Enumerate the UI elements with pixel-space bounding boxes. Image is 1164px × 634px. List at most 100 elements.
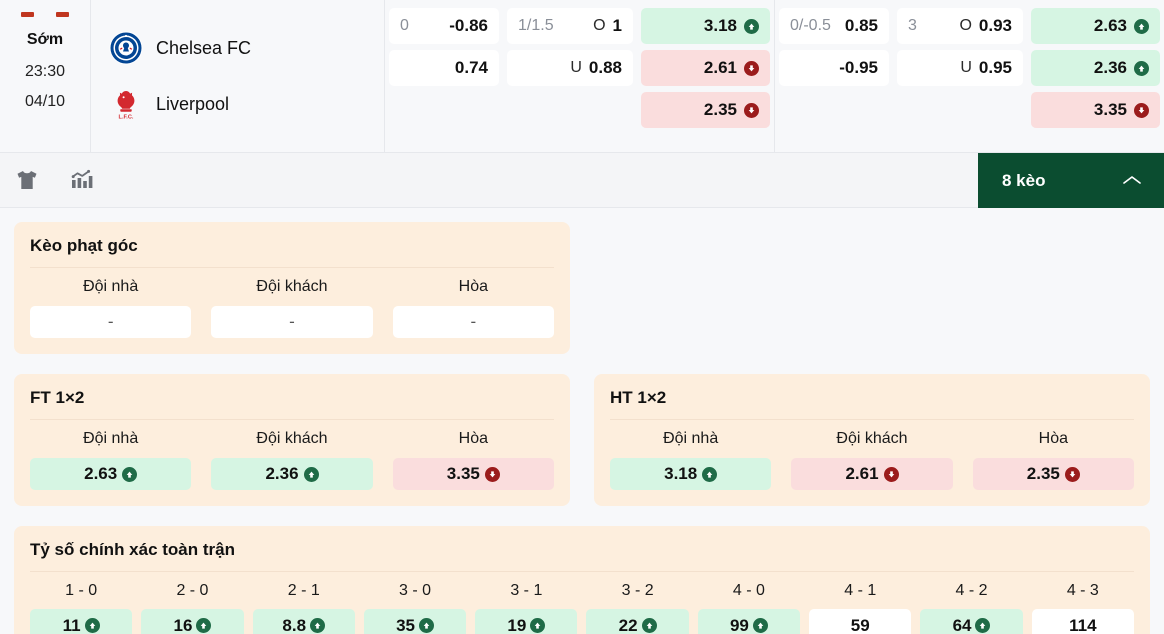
correct-score-title: Tỷ số chính xác toàn trận bbox=[30, 540, 1134, 572]
away-team-name: Liverpool bbox=[156, 93, 230, 114]
onextwo-away-cell-1[interactable]: 2.61 bbox=[641, 50, 770, 86]
corner-home-value[interactable]: - bbox=[30, 306, 192, 338]
ft-away-value-box[interactable]: 2.36 bbox=[211, 458, 373, 490]
under-cell-1[interactable]: U 0.88 bbox=[507, 50, 633, 86]
arrow-up-icon bbox=[744, 18, 759, 34]
match-toolbar: 8 kèo bbox=[0, 153, 1164, 208]
ft-draw-value-box[interactable]: 3.35 bbox=[392, 458, 554, 490]
odds-group-2: 0/-0.5 0.85 -0.95 3 O 0.93 U 0.95 2.63 bbox=[775, 0, 1164, 152]
match-header: Sớm 23:30 04/10 Chelsea FC bbox=[0, 0, 1164, 153]
arrow-up-icon bbox=[641, 618, 657, 633]
arrow-up-icon bbox=[196, 618, 212, 633]
under-side-label-1: U bbox=[570, 59, 582, 76]
ht-draw-value-box[interactable]: 2.35 bbox=[972, 458, 1134, 490]
handicap-home-cell-1[interactable]: 0 -0.86 bbox=[389, 8, 499, 44]
bets-count-label: 8 kèo bbox=[1002, 170, 1046, 190]
correct-score-odds-box[interactable]: 8.8 bbox=[252, 609, 355, 634]
corner-draw-value[interactable]: - bbox=[392, 306, 554, 338]
arrow-down-icon bbox=[883, 466, 899, 482]
bets-count-toggle[interactable]: 8 kèo bbox=[978, 153, 1164, 208]
correct-score-item: 4 - 0 99 bbox=[697, 582, 801, 634]
onextwo-away-cell-2[interactable]: 2.36 bbox=[1031, 50, 1160, 86]
arrow-up-icon bbox=[1134, 60, 1149, 76]
correct-score-odds-box[interactable]: 35 bbox=[363, 609, 467, 634]
correct-score-item: 4 - 1 59 bbox=[809, 582, 912, 634]
corner-market-card: Kèo phạt góc Đội nhà - Đội khách - Hòa - bbox=[14, 222, 570, 354]
ht-away-value-box[interactable]: 2.61 bbox=[791, 458, 953, 490]
onextwo-column-1: 3.18 2.61 2.35 bbox=[637, 8, 774, 144]
onextwo-home-cell-2[interactable]: 2.63 bbox=[1031, 8, 1160, 44]
under-value-1: 0.88 bbox=[588, 58, 622, 77]
onextwo-home-cell-1[interactable]: 3.18 bbox=[641, 8, 770, 44]
ht-home-value: 3.18 bbox=[664, 464, 698, 483]
corner-card-title: Kèo phạt góc bbox=[30, 236, 554, 268]
correct-score-odds-value: 11 bbox=[62, 615, 81, 634]
ft-home-value-box[interactable]: 2.63 bbox=[30, 458, 192, 490]
stats-chart-icon[interactable] bbox=[70, 167, 96, 193]
correct-score-label: 3 - 0 bbox=[399, 582, 432, 599]
correct-score-odds-box[interactable]: 22 bbox=[586, 609, 689, 634]
arrow-up-icon bbox=[530, 618, 546, 633]
arrow-down-icon bbox=[1134, 102, 1149, 118]
correct-score-odds-value: 8.8 bbox=[282, 615, 307, 634]
away-team-row[interactable]: L.F.C. Liverpool bbox=[109, 87, 384, 121]
correct-score-odds-value: 22 bbox=[618, 615, 638, 634]
home-score-dash bbox=[21, 12, 34, 17]
handicap-away-cell-2[interactable]: -0.95 bbox=[779, 50, 889, 86]
over-cell-1[interactable]: 1/1.5 O 1 bbox=[507, 8, 633, 44]
ft-away-label: Đội khách bbox=[256, 430, 328, 447]
corner-draw-column: Hòa - bbox=[392, 278, 554, 338]
correct-score-item: 2 - 1 8.8 bbox=[252, 582, 355, 634]
correct-score-label: 2 - 0 bbox=[176, 582, 209, 599]
onextwo-draw-cell-1[interactable]: 2.35 bbox=[641, 92, 770, 128]
onextwo-draw-value-1: 2.35 bbox=[703, 100, 737, 119]
match-status-column: Sớm 23:30 04/10 bbox=[0, 0, 91, 152]
match-time: 23:30 bbox=[24, 63, 66, 80]
onextwo-draw-cell-2[interactable]: 3.35 bbox=[1031, 92, 1160, 128]
ht-card-title: HT 1×2 bbox=[610, 388, 1134, 420]
correct-score-odds-box[interactable]: 19 bbox=[475, 609, 578, 634]
over-cell-2[interactable]: 3 O 0.93 bbox=[897, 8, 1023, 44]
correct-score-odds-box[interactable]: 114 bbox=[1031, 609, 1134, 634]
away-score-dash bbox=[56, 12, 69, 17]
jersey-icon[interactable] bbox=[14, 167, 40, 193]
corner-away-value[interactable]: - bbox=[211, 306, 373, 338]
correct-score-item: 2 - 0 16 bbox=[141, 582, 244, 634]
ft-draw-label: Hòa bbox=[458, 430, 488, 447]
ft-draw-value: 3.35 bbox=[446, 464, 480, 483]
ht-draw-column: Hòa 2.35 bbox=[972, 430, 1134, 490]
correct-score-label: 2 - 1 bbox=[287, 582, 320, 599]
correct-score-label: 3 - 1 bbox=[510, 582, 543, 599]
correct-score-odds-box[interactable]: 64 bbox=[920, 609, 1023, 634]
correct-score-item: 4 - 2 64 bbox=[920, 582, 1023, 634]
over-value-1: 1 bbox=[612, 16, 622, 35]
corner-away-label: Đội khách bbox=[256, 278, 328, 295]
corner-home-column: Đội nhà - bbox=[30, 278, 192, 338]
correct-score-odds-value: 16 bbox=[173, 615, 193, 634]
under-cell-2[interactable]: U 0.95 bbox=[897, 50, 1023, 86]
chelsea-crest-icon bbox=[109, 31, 143, 65]
ft-home-label: Đội nhà bbox=[83, 430, 139, 447]
correct-score-odds-box[interactable]: 16 bbox=[141, 609, 244, 634]
ht-home-value-box[interactable]: 3.18 bbox=[610, 458, 772, 490]
correct-score-item: 3 - 2 22 bbox=[586, 582, 689, 634]
ht-row: Đội nhà 3.18 Đội khách 2.61 Hòa bbox=[610, 430, 1134, 490]
overunder-line-1: 1/1.5 bbox=[518, 17, 554, 34]
correct-score-odds-value: 114 bbox=[1069, 615, 1097, 634]
arrow-up-icon bbox=[84, 618, 100, 633]
correct-score-odds-value: 19 bbox=[507, 615, 527, 634]
correct-score-odds-box[interactable]: 59 bbox=[809, 609, 912, 634]
correct-score-odds-box[interactable]: 11 bbox=[30, 609, 133, 634]
arrow-up-icon bbox=[752, 618, 768, 633]
arrow-down-icon bbox=[744, 102, 759, 118]
correct-score-label: 3 - 2 bbox=[621, 582, 654, 599]
handicap-home-cell-2[interactable]: 0/-0.5 0.85 bbox=[779, 8, 889, 44]
handicap-away-cell-1[interactable]: 0.74 bbox=[389, 50, 499, 86]
correct-score-odds-box[interactable]: 99 bbox=[697, 609, 801, 634]
arrow-up-icon bbox=[303, 466, 319, 482]
correct-score-item: 3 - 1 19 bbox=[475, 582, 578, 634]
home-team-row[interactable]: Chelsea FC bbox=[109, 31, 384, 65]
handicap-line-2: 0/-0.5 bbox=[790, 17, 831, 34]
correct-score-row-home: 1 - 0 11 2 - 0 16 2 - 1 8.8 3 - 0 35 3 - 1 19 3 - … bbox=[30, 582, 1134, 634]
ht-draw-value: 2.35 bbox=[1026, 464, 1060, 483]
